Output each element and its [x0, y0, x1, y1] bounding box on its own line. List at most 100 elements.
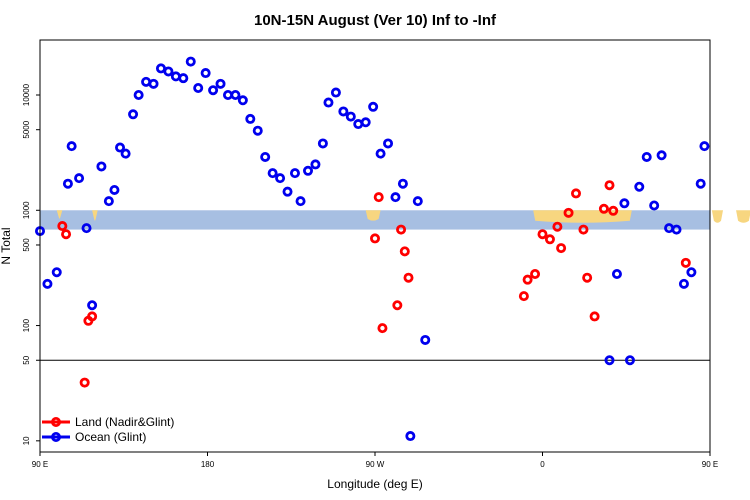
legend-entry-ocean: Ocean (Glint) [42, 430, 146, 444]
x-tick-label: 0 [540, 460, 545, 469]
land-point [578, 224, 589, 235]
land-point [571, 188, 582, 199]
ocean-point [375, 148, 386, 159]
ocean-point [634, 181, 645, 192]
y-axis: 10 50 100 500 1000 5000 10000 [22, 83, 40, 445]
x-tick-label: 90 E [702, 460, 718, 469]
land-point [598, 203, 609, 214]
legend-ocean-label: Ocean (Glint) [75, 430, 146, 444]
x-axis: 90 E 180 90 W 0 90 E [32, 452, 718, 469]
x-tick-label: 180 [201, 460, 215, 469]
y-tick-label: 10 [22, 436, 31, 445]
land-band-segment [736, 210, 750, 223]
land-point [87, 311, 98, 322]
land-point [530, 269, 541, 280]
y-tick-label: 50 [22, 355, 31, 364]
ocean-point [412, 196, 423, 207]
land-point [563, 207, 574, 218]
land-point [518, 291, 529, 302]
land-point [589, 311, 600, 322]
ocean-point [275, 173, 286, 184]
ocean-point [260, 151, 271, 162]
ocean-series [35, 56, 710, 442]
plot-frame [39, 39, 711, 453]
ocean-point [295, 196, 306, 207]
ocean-point [360, 117, 371, 128]
ocean-point [109, 184, 120, 195]
land-point [604, 180, 615, 191]
ocean-point [193, 83, 204, 94]
land-band-segment [56, 210, 63, 219]
ocean-point [178, 73, 189, 84]
ocean-point [368, 101, 379, 112]
x-tick-label: 90 E [32, 460, 48, 469]
ocean-point [115, 142, 126, 153]
land-band-segment [711, 210, 724, 223]
ocean-point [133, 90, 144, 101]
land-point [537, 229, 548, 240]
ocean-point [604, 355, 615, 366]
land-point [556, 243, 567, 254]
land-band-segment [533, 210, 632, 223]
land-point [61, 229, 72, 240]
ocean-point [619, 198, 630, 209]
x-axis-label: Longitude (deg E) [327, 477, 422, 491]
y-tick-label: 5000 [22, 120, 31, 138]
ocean-point [390, 192, 401, 203]
legend-ocean-marker [51, 431, 62, 442]
ocean-point [330, 87, 341, 98]
ocean-point [128, 109, 139, 120]
ocean-point [302, 165, 313, 176]
land-point [377, 323, 388, 334]
ocean-point [656, 150, 667, 161]
ocean-point [611, 269, 622, 280]
ocean-point [641, 151, 652, 162]
ocean-point [230, 90, 241, 101]
ocean-point [289, 168, 300, 179]
ocean-point [148, 78, 159, 89]
land-point [79, 377, 90, 388]
ocean-point [185, 56, 196, 67]
ocean-point [42, 278, 53, 289]
x-tick-label: 90 W [366, 460, 385, 469]
land-point [403, 272, 414, 283]
ocean-point [420, 334, 431, 345]
ocean-point [383, 138, 394, 149]
ocean-point [405, 431, 416, 442]
ocean-point [338, 106, 349, 117]
ocean-point [215, 78, 226, 89]
land-point [544, 234, 555, 245]
land-point [399, 246, 410, 257]
ocean-point [397, 178, 408, 189]
land-point [396, 224, 407, 235]
ocean-point [282, 186, 293, 197]
ocean-point [66, 141, 77, 152]
ocean-point [87, 300, 98, 311]
legend-land-label: Land (Nadir&Glint) [75, 415, 174, 429]
land-point [582, 272, 593, 283]
legend: Land (Nadir&Glint) Ocean (Glint) [42, 415, 174, 444]
ocean-point [317, 138, 328, 149]
ocean-point [51, 267, 62, 278]
land-point [369, 233, 380, 244]
legend-land-marker [51, 416, 62, 427]
ocean-point [671, 224, 682, 235]
land-band-segment [365, 210, 381, 221]
y-tick-label: 100 [22, 318, 31, 332]
land-point [57, 221, 68, 232]
ocean-point [686, 267, 697, 278]
ocean-point [163, 66, 174, 77]
y-tick-label: 500 [22, 238, 31, 252]
ocean-point [252, 125, 263, 136]
ocean-point [695, 178, 706, 189]
ocean-point [200, 68, 211, 79]
land-point [522, 274, 533, 285]
ocean-point [649, 200, 660, 211]
chart-title: 10N-15N August (Ver 10) Inf to -Inf [254, 12, 497, 29]
ocean-point [245, 113, 256, 124]
ocean-point [267, 168, 278, 179]
ocean-point [310, 159, 321, 170]
ocean-point [81, 223, 92, 234]
land-band-segment [92, 210, 98, 221]
